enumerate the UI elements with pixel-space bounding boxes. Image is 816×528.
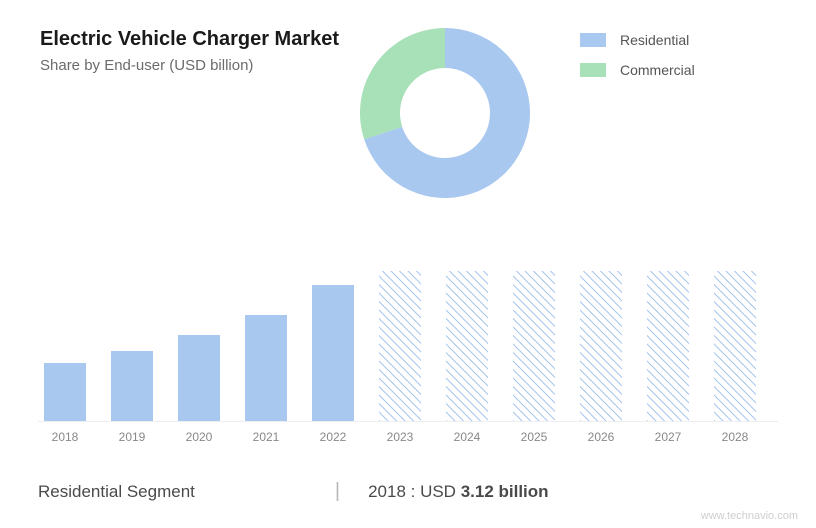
- footer-value-prefix: 2018 : USD: [368, 482, 461, 501]
- x-label-2018: 2018: [44, 430, 86, 444]
- chart-subtitle: Share by End-user (USD billion): [40, 57, 339, 74]
- legend: Residential Commercial: [580, 32, 695, 92]
- x-axis-labels: 2018 2019 2020 2021 2022 2023 2024 2025 2026 2027…: [38, 422, 778, 452]
- legend-swatch: [580, 63, 606, 77]
- footer-callout: Residential Segment | 2018 : USD 3.12 bi…: [38, 480, 778, 503]
- x-label-2023: 2023: [379, 430, 421, 444]
- bar-2024: [446, 271, 488, 421]
- legend-label: Residential: [620, 32, 689, 48]
- legend-label: Commercial: [620, 62, 695, 78]
- bars-area: [38, 262, 778, 422]
- bar-2020: [178, 335, 220, 421]
- bar-chart: 2018 2019 2020 2021 2022 2023 2024 2025 2026 2027…: [38, 262, 778, 452]
- x-label-2021: 2021: [245, 430, 287, 444]
- chart-header: Electric Vehicle Charger Market Share by…: [40, 28, 339, 74]
- x-label-2019: 2019: [111, 430, 153, 444]
- legend-swatch: [580, 33, 606, 47]
- bar-2028: [714, 271, 756, 421]
- x-label-2020: 2020: [178, 430, 220, 444]
- donut-chart: [350, 18, 540, 213]
- bar-2027: [647, 271, 689, 421]
- footer-divider: |: [335, 480, 340, 503]
- x-label-2022: 2022: [312, 430, 354, 444]
- bar-2026: [580, 271, 622, 421]
- bar-2021: [245, 315, 287, 421]
- x-label-2025: 2025: [513, 430, 555, 444]
- x-label-2028: 2028: [714, 430, 756, 444]
- watermark: www.technavio.com: [701, 510, 798, 522]
- footer-value-number: 3.12 billion: [461, 482, 549, 501]
- x-label-2027: 2027: [647, 430, 689, 444]
- legend-item-residential: Residential: [580, 32, 695, 48]
- bar-2022: [312, 285, 354, 421]
- footer-segment-label: Residential Segment: [38, 482, 195, 502]
- x-label-2024: 2024: [446, 430, 488, 444]
- donut-svg: [350, 18, 540, 208]
- bar-2023: [379, 271, 421, 421]
- donut-slice-commercial: [360, 28, 445, 139]
- bar-2025: [513, 271, 555, 421]
- bar-2019: [111, 351, 153, 421]
- footer-value: 2018 : USD 3.12 billion: [368, 482, 548, 502]
- bar-2018: [44, 363, 86, 421]
- legend-item-commercial: Commercial: [580, 62, 695, 78]
- x-label-2026: 2026: [580, 430, 622, 444]
- chart-title: Electric Vehicle Charger Market: [40, 28, 339, 51]
